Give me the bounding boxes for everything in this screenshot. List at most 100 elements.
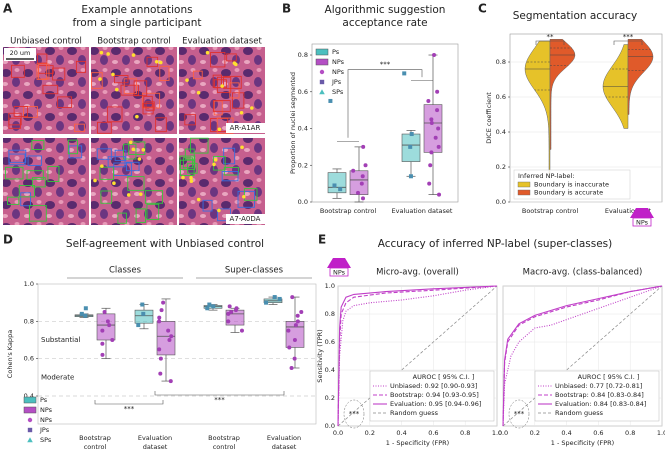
suggestion-dot — [185, 78, 189, 82]
annotation-box — [107, 156, 126, 168]
suggestion-dot — [240, 145, 244, 150]
group-label: Super-classes — [225, 266, 284, 276]
annotation-box — [122, 143, 137, 160]
y-tick-label: 0.2 — [496, 163, 506, 171]
annotation-box — [114, 149, 127, 161]
annotation-box — [100, 190, 113, 204]
point — [408, 174, 413, 179]
x-tick-label: Bootstrap control — [320, 207, 376, 215]
box — [285, 321, 305, 348]
suggestion-dot — [112, 181, 116, 186]
legend-marker — [27, 427, 33, 433]
annotation-box — [192, 70, 203, 80]
annotation-box — [213, 100, 223, 116]
annotation-box — [37, 53, 48, 64]
point — [409, 132, 414, 137]
legend-label: Unbiased: 0.92 [0.90-0.93] — [390, 382, 477, 390]
subplot-title: Macro-avg. (class-balanced) — [523, 268, 643, 278]
legend-label: NPs — [40, 406, 53, 414]
point — [264, 300, 269, 305]
legend-label: SPs — [40, 436, 52, 444]
point — [207, 302, 212, 307]
y-tick-label: 0.4 — [24, 392, 34, 400]
point — [229, 310, 234, 314]
suggestion-dot — [138, 192, 143, 197]
significance: *** — [514, 410, 525, 418]
point — [161, 300, 166, 305]
x-tick-label: 0.4 — [561, 429, 571, 437]
micrograph — [3, 47, 89, 134]
annotation-box — [74, 123, 85, 133]
point — [100, 341, 105, 346]
annotation-box — [36, 63, 48, 80]
column-label: Bootstrap control — [97, 37, 171, 47]
annotation-box — [159, 65, 170, 81]
plot-frame — [311, 43, 459, 203]
box — [327, 172, 347, 194]
annotation-box — [187, 162, 198, 174]
annotation-box — [133, 80, 148, 97]
box — [96, 313, 116, 341]
significance-bracket — [535, 40, 565, 45]
x-tick-label: Bootstrap control — [522, 207, 578, 215]
suggestion-dot — [100, 164, 104, 168]
point — [272, 295, 277, 300]
significance-bracket — [337, 69, 433, 142]
point — [292, 338, 297, 342]
column-label: Unbiased control — [10, 37, 82, 47]
annotation-box — [146, 203, 160, 221]
x-axis-label: 1 - Specificity (FPR) — [551, 439, 614, 447]
x-tick-label: dataset — [143, 443, 168, 451]
violin — [524, 40, 551, 176]
roc-curve — [337, 285, 498, 427]
x-tick-label: 0.8 — [460, 429, 470, 437]
point — [140, 302, 145, 307]
x-tick-label: 1.0 — [492, 429, 502, 437]
point — [100, 328, 105, 333]
point — [159, 308, 164, 313]
point — [83, 313, 88, 318]
point — [436, 126, 441, 131]
annotation-box — [31, 140, 45, 150]
y-axis-label: DICE coefficient — [485, 92, 493, 144]
legend-marker — [319, 79, 325, 85]
significance: *** — [214, 396, 225, 404]
annotation-box — [128, 141, 146, 155]
point — [226, 319, 231, 324]
panel-title: Algorithmic suggestion — [325, 4, 446, 16]
annotation-box — [18, 185, 36, 198]
annotation-box — [216, 76, 232, 93]
suggestion-dot — [189, 176, 193, 180]
annotation-box — [125, 161, 140, 172]
legend-swatch — [315, 58, 329, 66]
suggestion-dot — [233, 62, 238, 67]
x-tick-label: 0.4 — [396, 429, 406, 437]
point — [338, 187, 343, 192]
annotation-box — [4, 166, 24, 180]
x-tick-label: Evaluation — [138, 434, 172, 442]
panel-title: from a single participant — [73, 17, 202, 29]
annotation-box — [10, 64, 25, 78]
annotation-box — [144, 190, 164, 204]
point — [158, 371, 163, 376]
point — [110, 338, 115, 342]
point — [328, 98, 333, 103]
suggestion-dot — [189, 179, 194, 184]
point — [428, 163, 433, 168]
annotation-box — [232, 92, 245, 109]
y-tick-label: 0.2 — [325, 394, 335, 402]
np-icon-box — [632, 217, 652, 227]
panel-title: Example annotations — [81, 4, 192, 16]
legend-label: Boundary is inaccurate — [534, 181, 609, 189]
x-tick-label: Bootstrap — [208, 434, 240, 442]
annotation-box — [13, 106, 29, 117]
point — [136, 323, 141, 328]
point — [234, 306, 239, 311]
column-label: Evaluation dataset — [182, 37, 262, 47]
annotation-box — [237, 190, 255, 208]
x-tick-label: 0.0 — [333, 429, 343, 437]
point — [141, 311, 146, 316]
legend-label: Unbiased: 0.77 [0.72-0.81] — [555, 382, 642, 390]
legend-label: Ps — [332, 48, 340, 56]
legend-swatch — [23, 406, 37, 414]
